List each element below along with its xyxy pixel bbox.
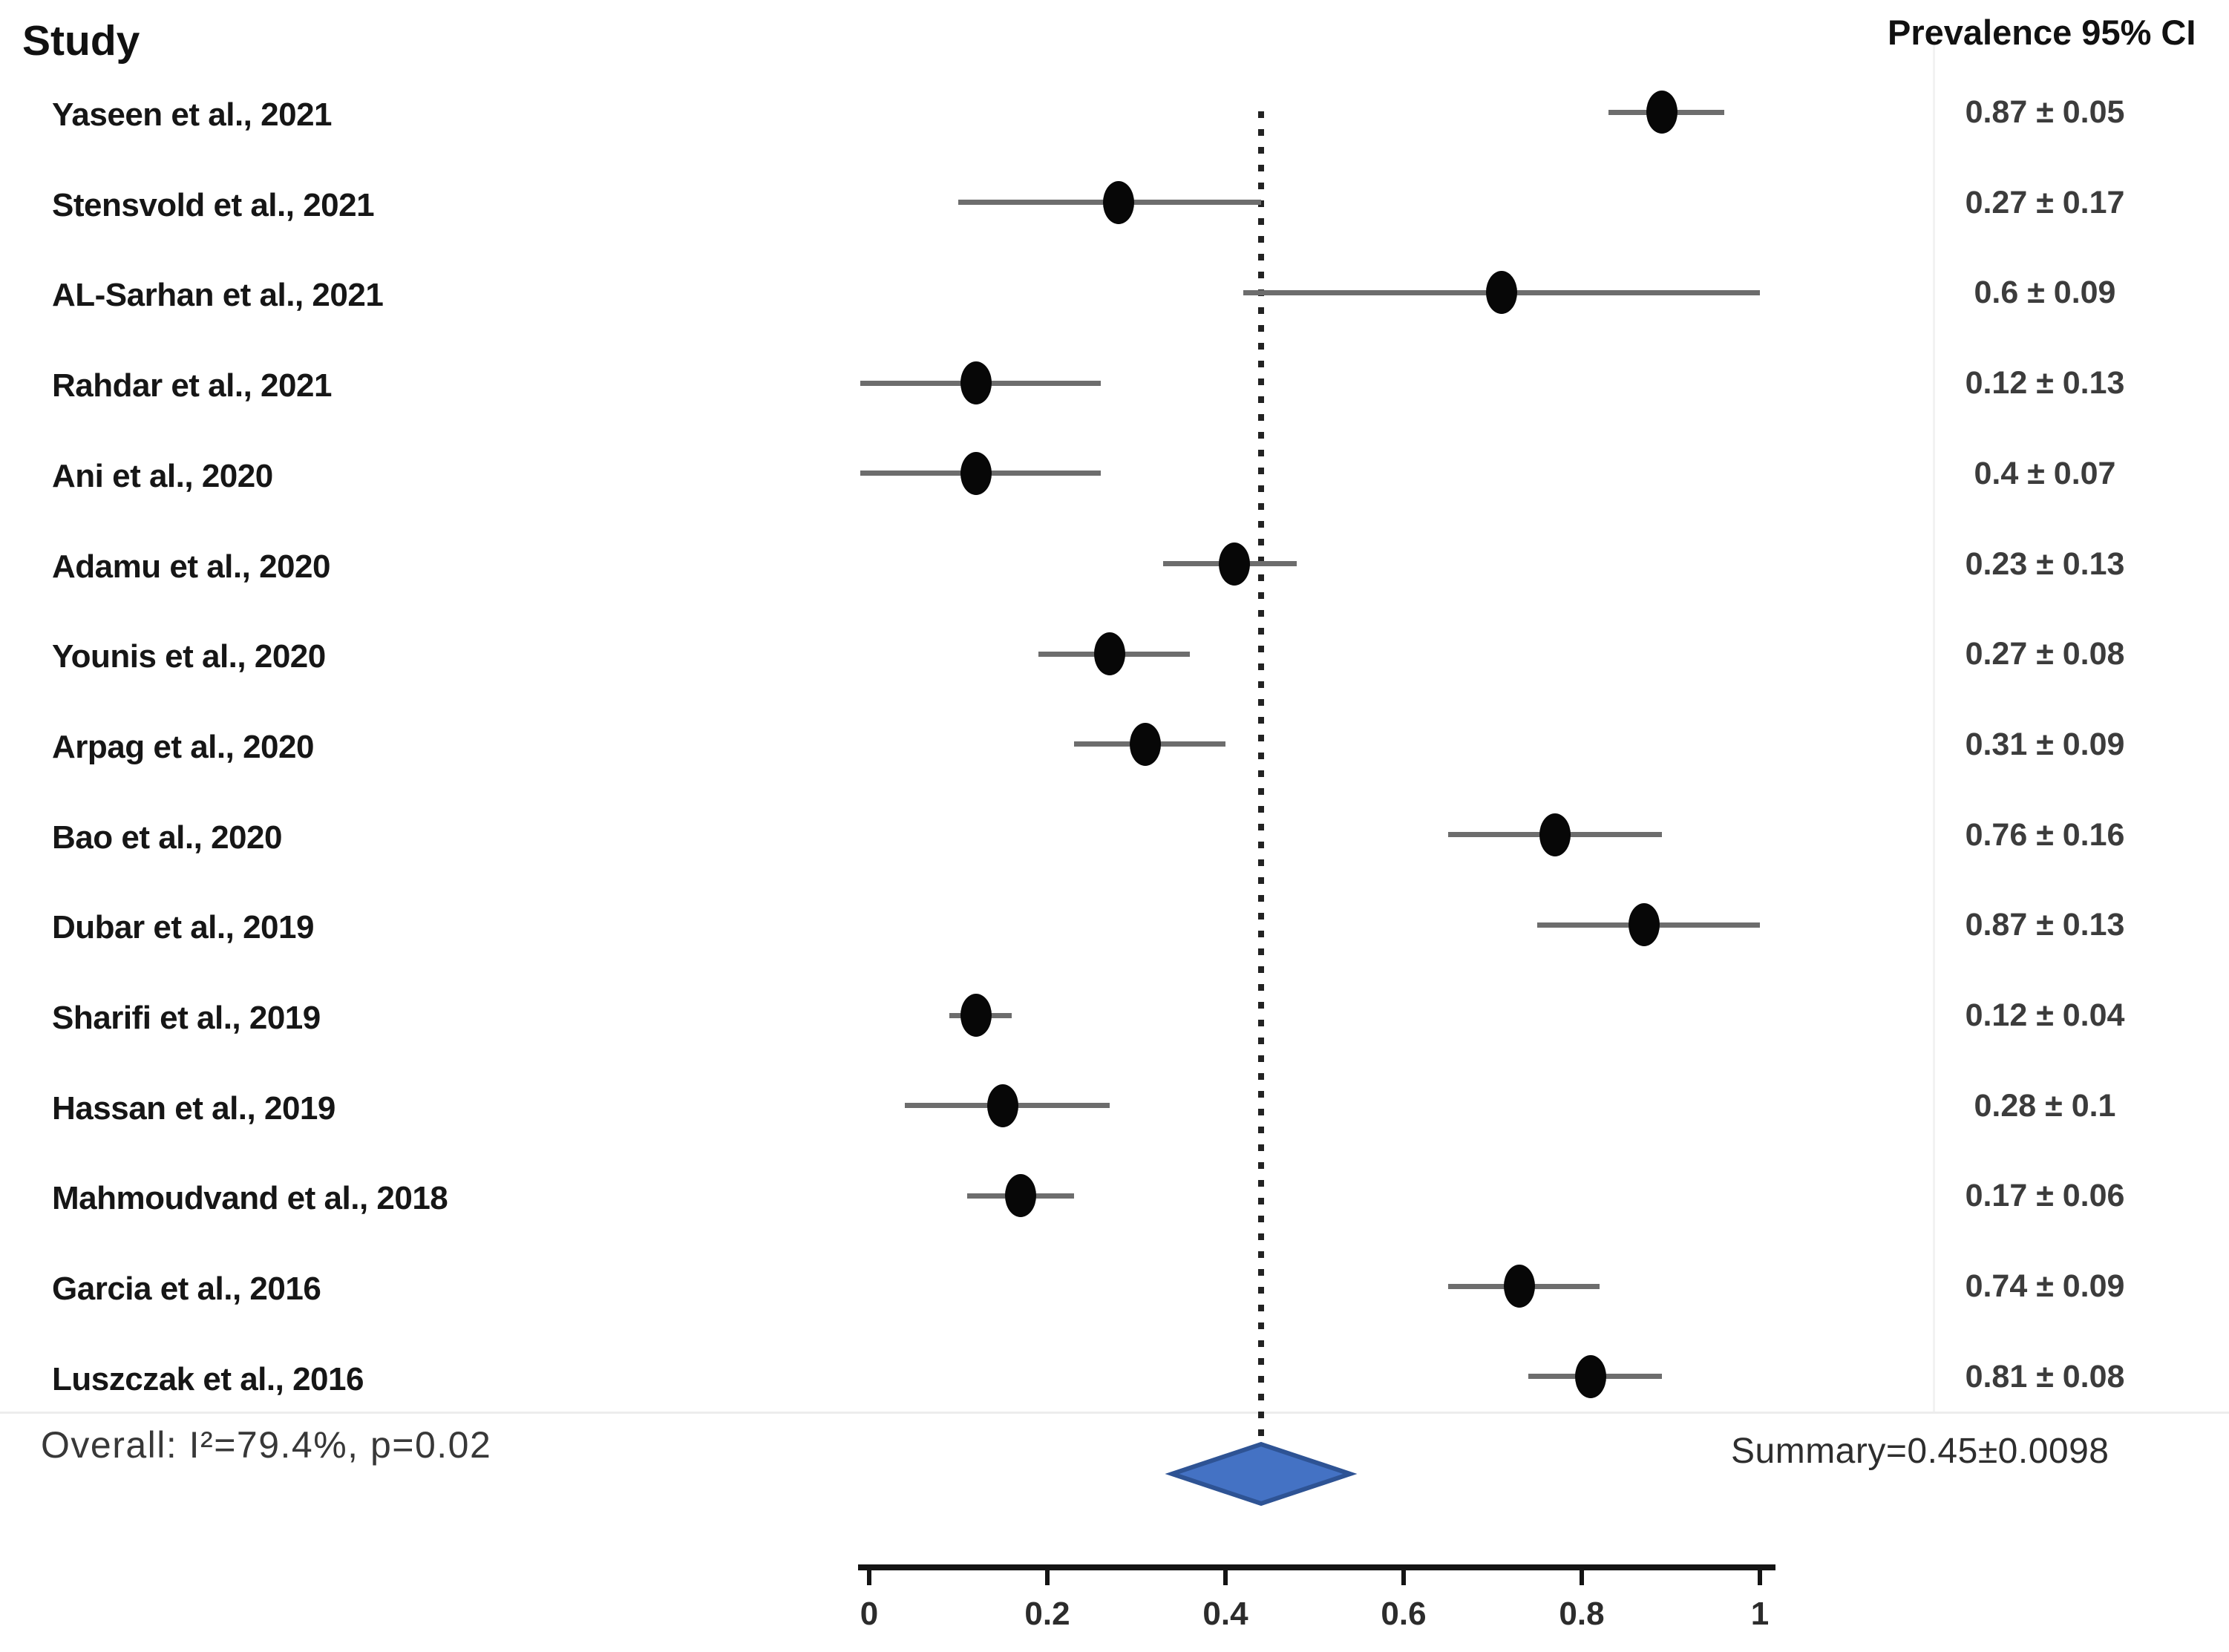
cell-border-horizontal — [0, 1412, 2229, 1414]
summary-diamond — [1165, 1441, 1358, 1507]
reference-dotted-line — [1258, 111, 1264, 1444]
summary-estimate-label: Summary=0.45±0.0098 — [1731, 1432, 2109, 1471]
x-axis-tick-label: 0 — [860, 1596, 879, 1632]
overall-heterogeneity-label: Overall: I²=79.4%, p=0.02 — [41, 1424, 492, 1466]
point-estimate-dot — [960, 994, 992, 1037]
study-label: Ani et al., 2020 — [52, 457, 273, 494]
point-estimate-dot — [987, 1084, 1018, 1127]
point-estimate-dot — [1486, 271, 1517, 315]
study-column-header: Study — [22, 17, 140, 65]
x-axis-tick-mark — [867, 1567, 871, 1585]
point-estimate-dot — [960, 361, 992, 405]
point-estimate-dot — [1094, 632, 1125, 676]
prevalence-ci-value: 0.17 ± 0.06 — [1965, 1178, 2125, 1214]
point-estimate-dot — [1005, 1174, 1036, 1218]
prevalence-ci-value: 0.76 ± 0.16 — [1965, 816, 2125, 853]
point-estimate-dot — [1504, 1265, 1535, 1308]
study-label: Luszczak et al., 2016 — [52, 1360, 364, 1397]
study-label: Stensvold et al., 2021 — [52, 186, 375, 223]
prevalence-ci-value: 0.31 ± 0.09 — [1965, 726, 2125, 762]
x-axis-tick-label: 0.6 — [1381, 1596, 1427, 1632]
point-estimate-dot — [960, 451, 992, 495]
prevalence-ci-value: 0.74 ± 0.09 — [1965, 1268, 2125, 1305]
study-label: AL-Sarhan et al., 2021 — [52, 277, 384, 314]
study-label: Hassan et al., 2019 — [52, 1089, 336, 1127]
study-label: Sharifi et al., 2019 — [52, 1000, 321, 1036]
x-axis-line — [858, 1564, 1775, 1570]
x-axis-tick-mark — [1758, 1567, 1762, 1585]
point-estimate-dot — [1130, 722, 1161, 766]
study-label: Rahdar et al., 2021 — [52, 367, 332, 404]
study-label: Adamu et al., 2020 — [52, 548, 330, 585]
x-axis-tick-mark — [1580, 1567, 1584, 1585]
study-label: Arpag et al., 2020 — [52, 728, 314, 765]
study-label: Garcia et al., 2016 — [52, 1271, 321, 1308]
prevalence-ci-value: 0.4 ± 0.07 — [1974, 455, 2116, 491]
study-label: Yaseen et al., 2021 — [52, 96, 333, 133]
prevalence-ci-value: 0.28 ± 0.1 — [1974, 1087, 2116, 1124]
x-axis-tick-label: 1 — [1750, 1596, 1770, 1632]
prevalence-ci-value: 0.81 ± 0.08 — [1965, 1358, 2125, 1394]
point-estimate-dot — [1646, 91, 1678, 134]
x-axis-tick-mark — [1401, 1567, 1406, 1585]
point-estimate-dot — [1575, 1354, 1606, 1398]
point-estimate-dot — [1103, 180, 1134, 224]
point-estimate-dot — [1219, 542, 1250, 586]
study-label: Mahmoudvand et al., 2018 — [52, 1180, 448, 1217]
x-axis-tick-mark — [1045, 1567, 1050, 1585]
study-label: Younis et al., 2020 — [52, 638, 326, 675]
x-axis-tick-label: 0.8 — [1559, 1596, 1605, 1632]
study-label: Dubar et al., 2019 — [52, 909, 314, 946]
point-estimate-dot — [1629, 903, 1660, 947]
prevalence-ci-value: 0.87 ± 0.13 — [1965, 907, 2125, 943]
x-axis-tick-label: 0.4 — [1202, 1596, 1248, 1632]
prevalence-ci-column-header: Prevalence 95% CI — [1888, 13, 2196, 52]
cell-border-vertical — [1933, 30, 1935, 1412]
prevalence-ci-value: 0.6 ± 0.09 — [1974, 275, 2116, 311]
prevalence-ci-value: 0.12 ± 0.13 — [1965, 365, 2125, 401]
prevalence-ci-value: 0.27 ± 0.17 — [1965, 184, 2125, 220]
point-estimate-dot — [1539, 813, 1571, 856]
prevalence-ci-value: 0.12 ± 0.04 — [1965, 997, 2125, 1033]
prevalence-ci-value: 0.27 ± 0.08 — [1965, 636, 2125, 672]
prevalence-ci-value: 0.87 ± 0.05 — [1965, 94, 2125, 130]
study-label: Bao et al., 2020 — [52, 819, 282, 856]
x-axis-tick-mark — [1223, 1567, 1228, 1585]
x-axis-tick-label: 0.2 — [1024, 1596, 1070, 1632]
prevalence-ci-value: 0.23 ± 0.13 — [1965, 545, 2125, 582]
